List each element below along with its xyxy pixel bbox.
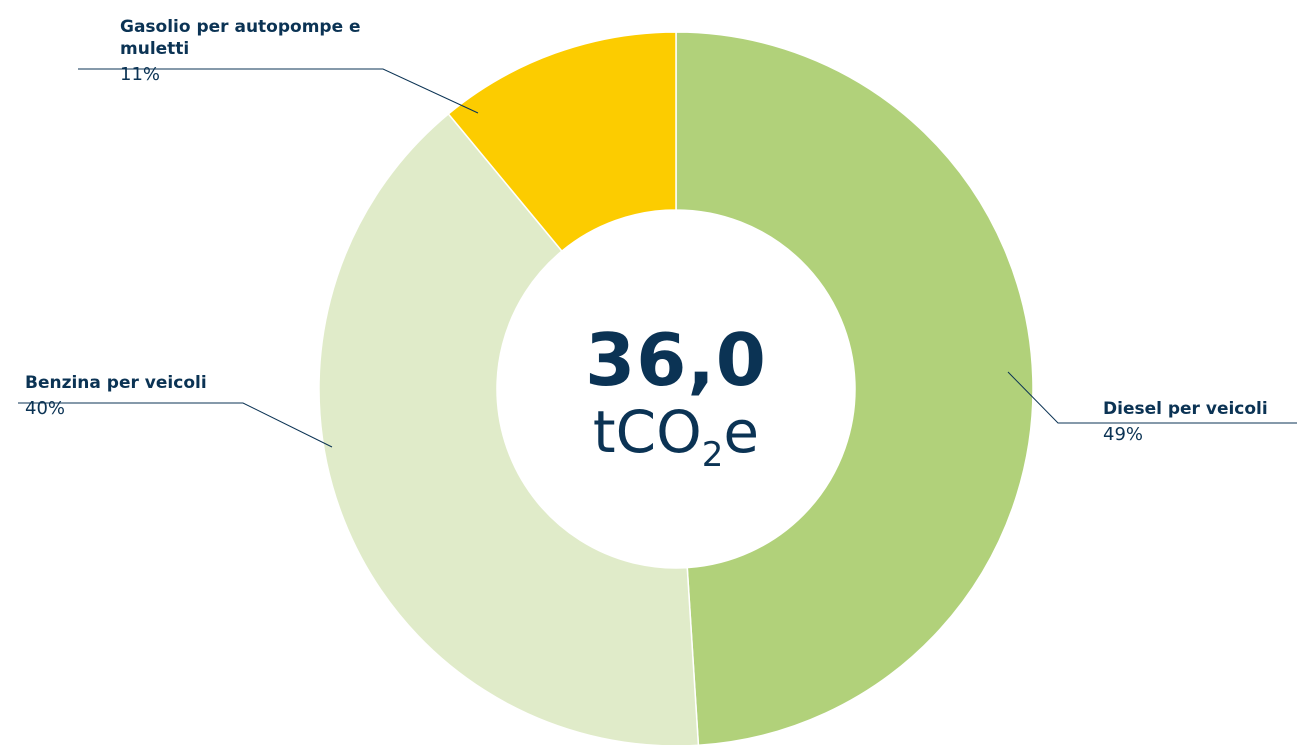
center-value: 36,0: [585, 318, 767, 402]
donut-slice: [318, 112, 700, 745]
donut-slice: [447, 31, 677, 253]
unit-part: e: [723, 398, 760, 466]
leader-line: [78, 68, 479, 114]
category-label: Gasolio per autopompe e muletti: [120, 17, 361, 59]
value-label: 11%: [120, 64, 161, 85]
donut-slice: [675, 31, 1034, 745]
slice-label: Diesel per veicoli 49%: [1103, 398, 1293, 446]
unit-part: tCO: [592, 398, 702, 466]
slice-label: Gasolio per autopompe e muletti 11%: [120, 16, 390, 86]
category-label: Benzina per veicoli: [25, 373, 207, 393]
value-label: 40%: [25, 398, 66, 419]
leader-line: [18, 402, 333, 448]
value-label: 49%: [1103, 424, 1144, 445]
slice-label: Benzina per veicoli 40%: [25, 372, 245, 420]
unit-subscript: 2: [701, 435, 724, 475]
center-label: 36,0 tCO2e: [476, 320, 876, 487]
center-unit: tCO2e: [476, 400, 876, 487]
category-label: Diesel per veicoli: [1103, 399, 1268, 419]
leader-line: [1007, 371, 1297, 424]
